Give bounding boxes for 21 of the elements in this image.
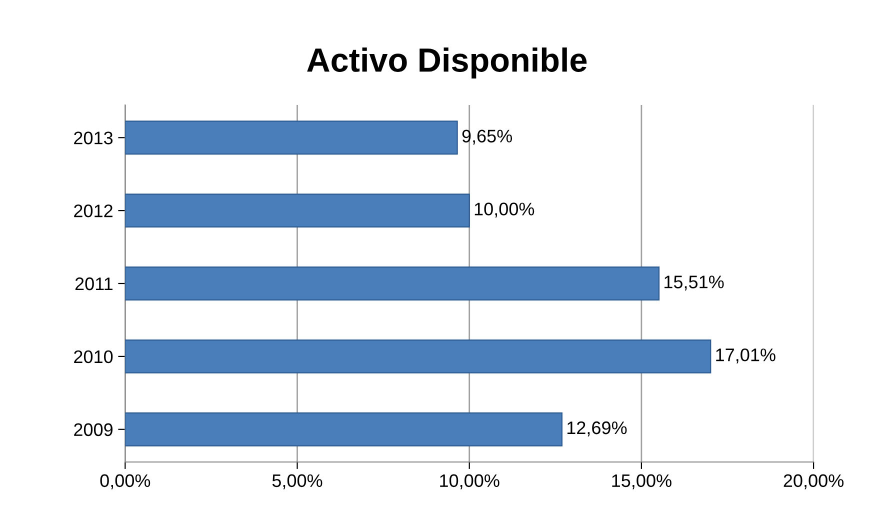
x-tick-label: 5,00% (272, 474, 322, 490)
y-tick-label: 2010 (74, 350, 113, 364)
chart-title: Activo Disponible (307, 47, 587, 79)
data-label: 12,69% (567, 421, 627, 436)
bar (125, 266, 660, 300)
y-tick-label: 2011 (75, 277, 112, 290)
y-tick-label: 2013 (74, 132, 113, 144)
bar (125, 412, 562, 446)
data-label: 10,00% (474, 202, 534, 218)
bar (125, 339, 712, 374)
data-label: 9,65% (462, 130, 512, 145)
y-tick-label: 2009 (74, 423, 113, 436)
bar (125, 120, 458, 155)
data-label: 15,51% (664, 276, 724, 290)
data-label: 17,01% (716, 348, 776, 364)
x-tick-label: 20,00% (784, 474, 844, 490)
x-tick-label: 15,00% (612, 474, 672, 490)
bar (125, 194, 470, 228)
y-tick-label: 2012 (74, 204, 112, 218)
x-tick-label: 10,00% (440, 474, 500, 490)
x-tick-label: 0,00% (100, 474, 150, 490)
